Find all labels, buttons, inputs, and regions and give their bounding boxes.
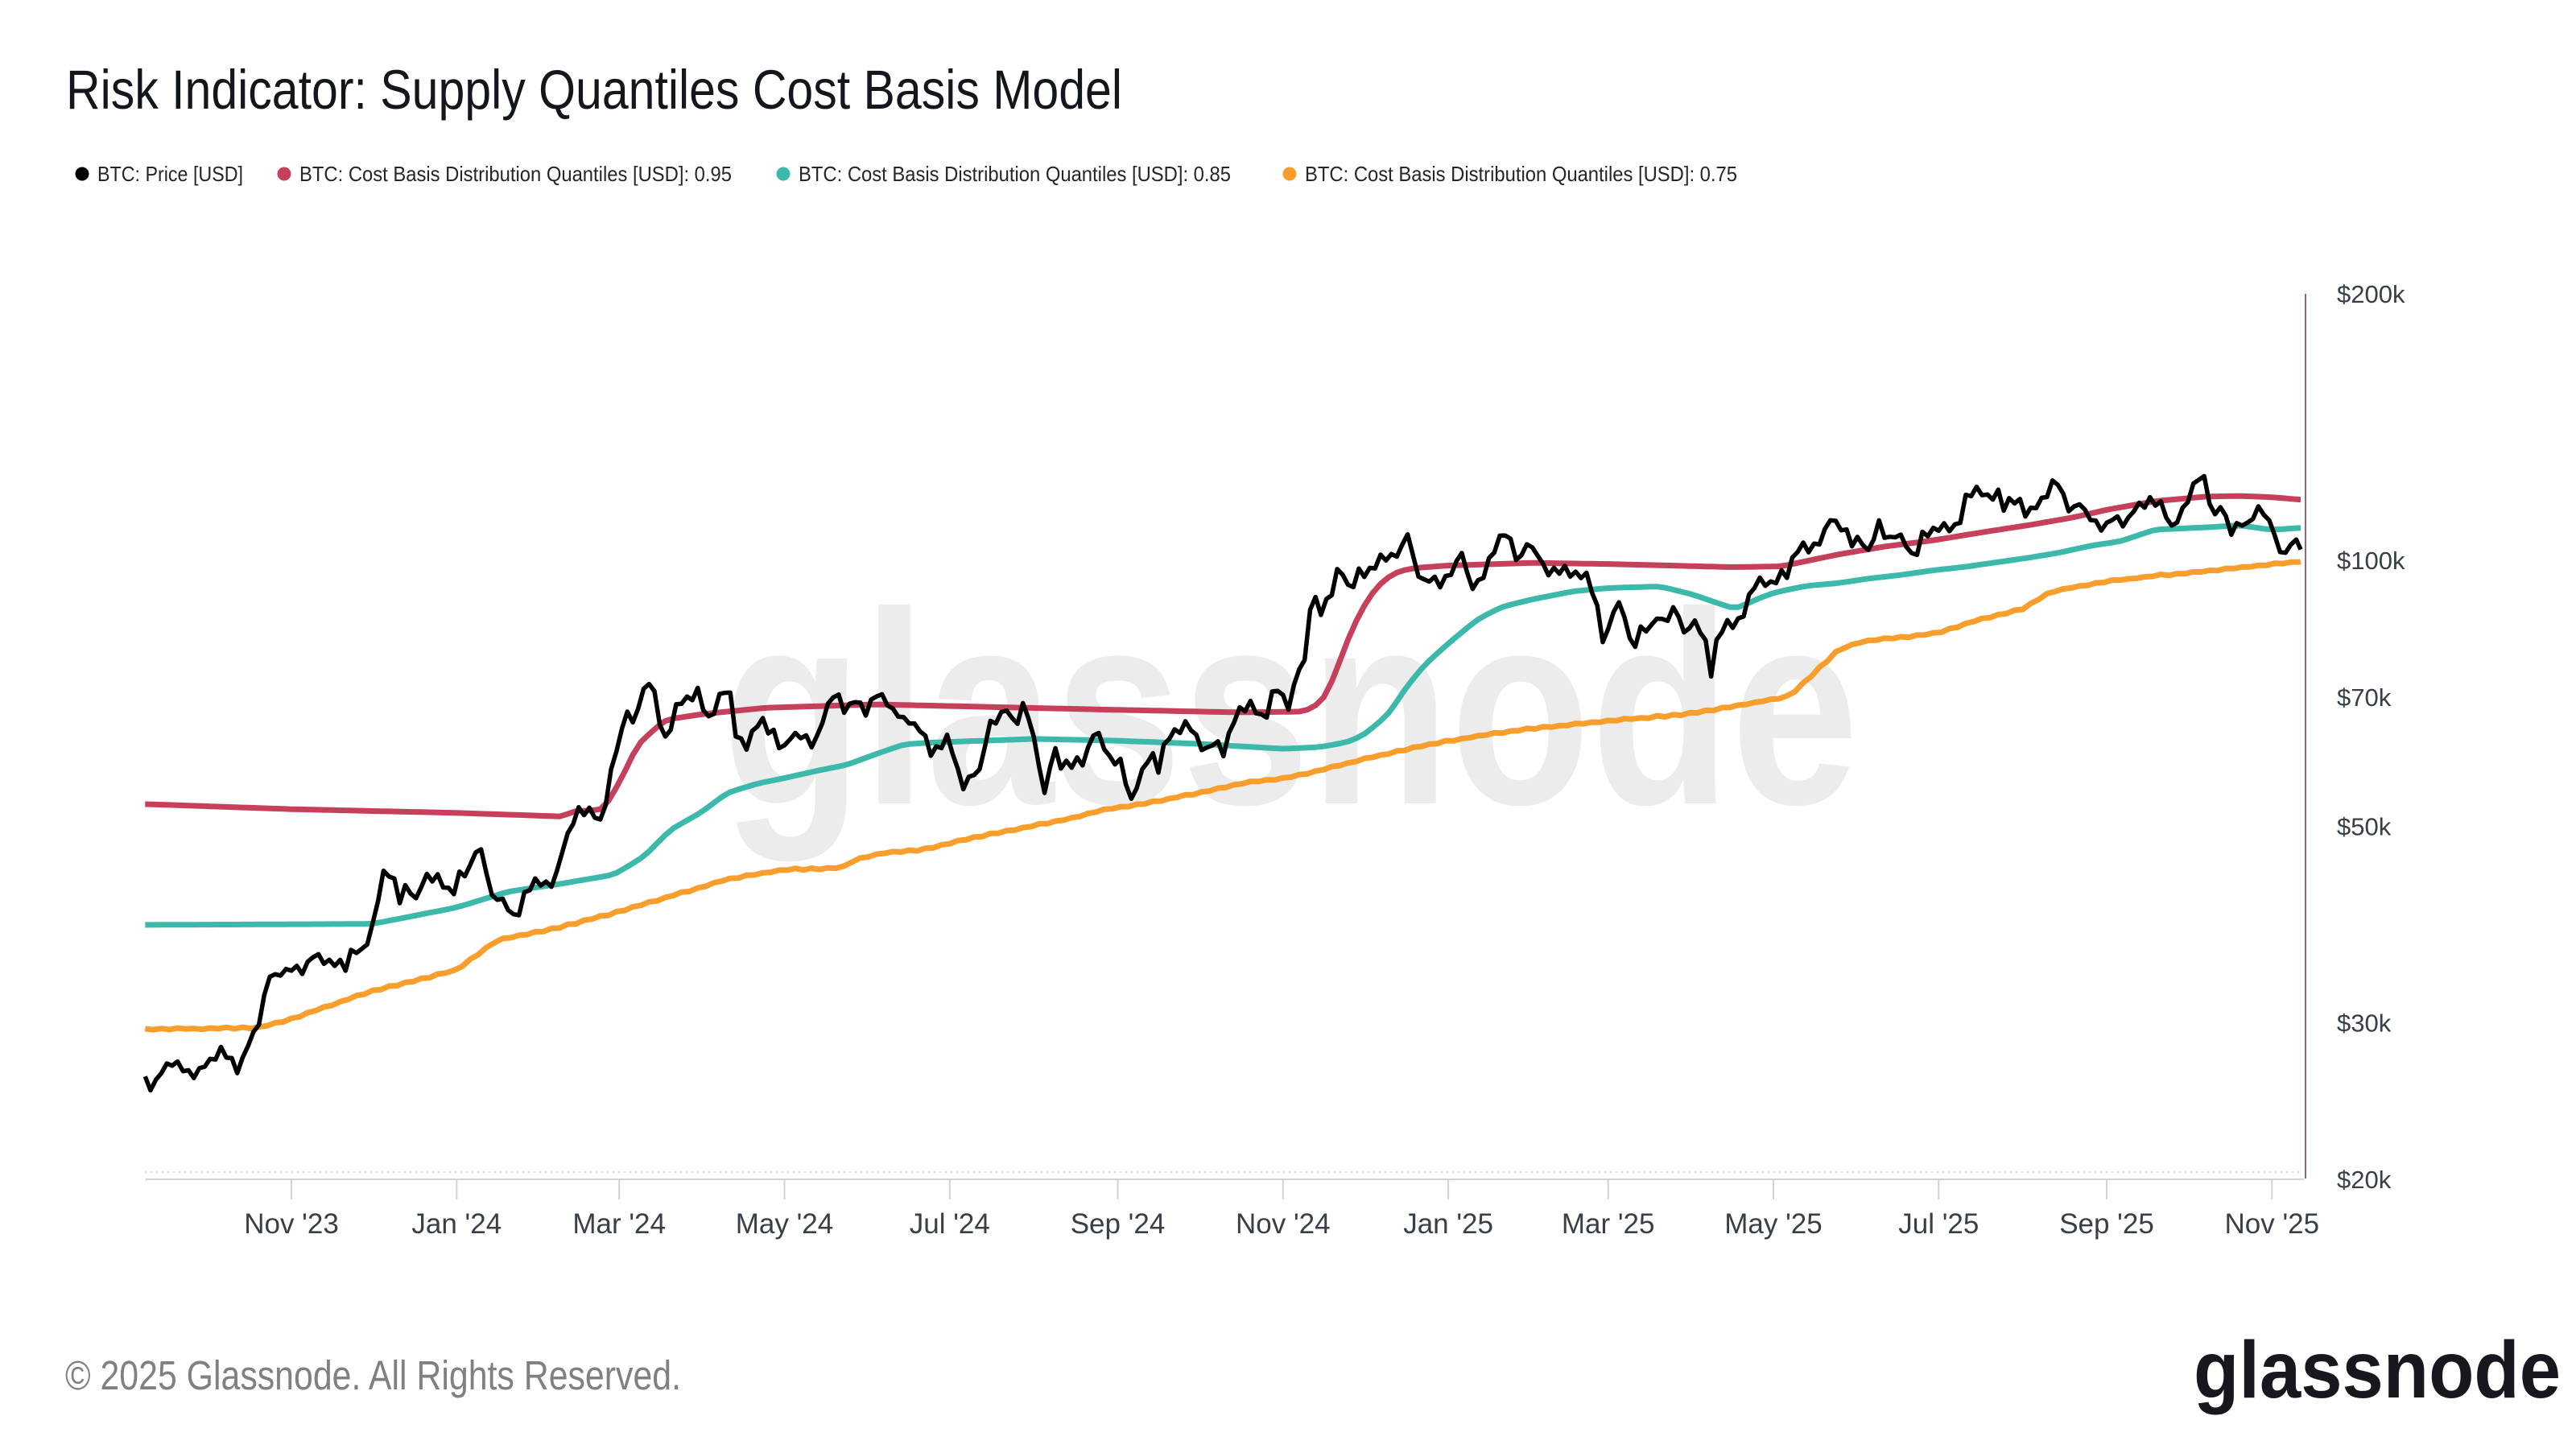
svg-text:Nov '23: Nov '23: [244, 1208, 339, 1240]
svg-text:Mar '24: Mar '24: [572, 1208, 666, 1240]
svg-text:BTC: Cost Basis Distribution Q: BTC: Cost Basis Distribution Quantiles […: [799, 162, 1231, 186]
svg-text:Nov '25: Nov '25: [2225, 1208, 2320, 1240]
svg-text:May '25: May '25: [1724, 1208, 1822, 1240]
svg-text:$50k: $50k: [2337, 813, 2392, 841]
svg-text:Jan '25: Jan '25: [1403, 1208, 1493, 1240]
svg-text:$200k: $200k: [2337, 280, 2405, 308]
svg-text:Risk Indicator: Supply Quantil: Risk Indicator: Supply Quantiles Cost Ba…: [66, 59, 1122, 121]
svg-text:$100k: $100k: [2337, 547, 2405, 575]
svg-text:$70k: $70k: [2337, 683, 2392, 712]
svg-text:May '24: May '24: [736, 1208, 833, 1240]
svg-text:Jan '24: Jan '24: [411, 1208, 502, 1240]
svg-text:$30k: $30k: [2337, 1009, 2392, 1038]
svg-text:Nov '24: Nov '24: [1236, 1208, 1331, 1240]
svg-text:$20k: $20k: [2337, 1166, 2392, 1194]
svg-text:Sep '24: Sep '24: [1071, 1208, 1166, 1240]
svg-text:Jul '25: Jul '25: [1898, 1208, 1979, 1240]
svg-text:BTC: Cost Basis Distribution Q: BTC: Cost Basis Distribution Quantiles […: [299, 162, 732, 186]
svg-text:glassnode: glassnode: [2194, 1325, 2561, 1415]
svg-text:BTC: Price [USD]: BTC: Price [USD]: [97, 162, 243, 186]
svg-text:Jul '24: Jul '24: [910, 1208, 990, 1240]
svg-text:Sep '25: Sep '25: [2059, 1208, 2154, 1240]
svg-text:© 2025 Glassnode. All Rights R: © 2025 Glassnode. All Rights Reserved.: [65, 1352, 681, 1398]
svg-text:Mar '25: Mar '25: [1562, 1208, 1655, 1240]
svg-text:BTC: Cost Basis Distribution Q: BTC: Cost Basis Distribution Quantiles […: [1305, 162, 1737, 186]
